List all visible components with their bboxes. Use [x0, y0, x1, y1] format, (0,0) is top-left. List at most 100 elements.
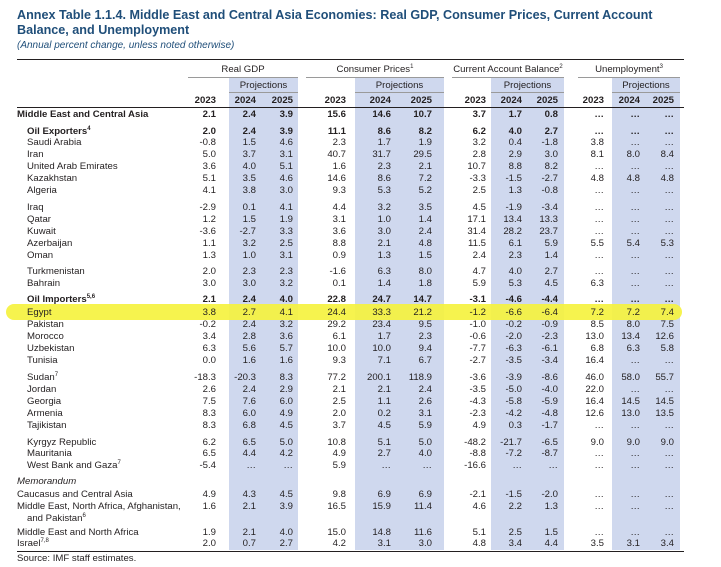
- table-cell: 1.3: [202, 250, 216, 261]
- table-cell: 15.6: [327, 109, 346, 120]
- table-cell: 2.8: [472, 149, 486, 160]
- table-cell: 3.6: [202, 161, 216, 172]
- table-cell: -4.6: [505, 294, 522, 305]
- table-cell: …: [630, 278, 640, 289]
- table-cell: 10.7: [467, 161, 486, 172]
- table-cell: -0.8: [199, 137, 216, 148]
- table-cell: 4.0: [242, 161, 256, 172]
- table-cell: 2.0: [202, 126, 216, 137]
- table-cell: -2.0: [505, 331, 522, 342]
- table-cell: 2.1: [202, 109, 216, 120]
- table-cell: 5.4: [626, 238, 640, 249]
- table-cell: 13.4: [503, 214, 522, 225]
- table-cell: 33.3: [372, 307, 391, 318]
- table-cell: 14.6: [327, 173, 346, 184]
- table-cell: 3.0: [544, 149, 558, 160]
- table-cell: 23.4: [372, 319, 391, 330]
- year-header: 2024: [618, 95, 640, 106]
- table-cell: 2.1: [242, 501, 256, 512]
- table-cell: …: [664, 460, 674, 471]
- table-cell: 3.1: [626, 538, 640, 549]
- table-cell: 4.0: [279, 294, 293, 305]
- table-cell: 1.8: [418, 278, 432, 289]
- table-cell: 9.5: [418, 319, 432, 330]
- row-label: Tunisia: [27, 355, 58, 366]
- table-cell: -3.5: [505, 355, 522, 366]
- table-cell: …: [512, 460, 522, 471]
- table-cell: -0.9: [541, 319, 558, 330]
- table-cell: 2.3: [279, 266, 293, 277]
- table-cell: …: [664, 266, 674, 277]
- table-cell: 6.8: [590, 343, 604, 354]
- table-cell: …: [630, 460, 640, 471]
- table-cell: 6.2: [472, 126, 486, 137]
- table-cell: …: [664, 250, 674, 261]
- table-cell: 31.4: [467, 226, 486, 237]
- row-label: Jordan: [27, 384, 56, 395]
- table-cell: -1.0: [469, 319, 486, 330]
- group-header-rule: [452, 77, 564, 78]
- table-cell: 8.2: [544, 161, 558, 172]
- table-cell: 1.1: [377, 396, 391, 407]
- table-cell: 3.1: [332, 214, 346, 225]
- table-cell: 8.3: [202, 420, 216, 431]
- table-cell: 3.7: [332, 420, 346, 431]
- year-header: 2023: [324, 95, 346, 106]
- table-cell: 3.1: [418, 408, 432, 419]
- table-cell: -8.6: [541, 372, 558, 383]
- table-cell: 1.6: [332, 161, 346, 172]
- table-cell: 2.5: [472, 185, 486, 196]
- table-cell: …: [381, 460, 391, 471]
- table-cell: 3.5: [418, 202, 432, 213]
- table-cell: 13.4: [621, 331, 640, 342]
- table-cell: 9.4: [418, 343, 432, 354]
- table-cell: -8.8: [469, 448, 486, 459]
- table-cell: -4.4: [541, 294, 558, 305]
- table-cell: 16.4: [585, 396, 604, 407]
- table-cell: 5.0: [279, 437, 293, 448]
- table-cell: 2.9: [279, 384, 293, 395]
- table-cell: 3.0: [279, 185, 293, 196]
- table-cell: 2.7: [544, 126, 558, 137]
- table-cell: 14.5: [621, 396, 640, 407]
- table-cell: 1.0: [377, 214, 391, 225]
- year-header: 2023: [464, 95, 486, 106]
- row-label-text: Armenia: [27, 408, 63, 419]
- table-cell: …: [283, 460, 293, 471]
- table-cell: 22.0: [585, 384, 604, 395]
- table-cell: 2.1: [377, 238, 391, 249]
- table-cell: 3.4: [202, 331, 216, 342]
- table-cell: 21.2: [413, 307, 432, 318]
- table-cell: -5.0: [505, 384, 522, 395]
- table-cell: …: [630, 214, 640, 225]
- table-cell: 7.4: [660, 307, 674, 318]
- table-cell: 0.3: [508, 420, 522, 431]
- table-cell: 2.3: [508, 250, 522, 261]
- table-cell: 3.3: [279, 226, 293, 237]
- table-cell: 6.3: [590, 278, 604, 289]
- footnote-mark: 1: [410, 64, 414, 70]
- table-cell: 3.7: [242, 149, 256, 160]
- row-label: and Pakistan6: [27, 513, 86, 524]
- table-cell: …: [594, 448, 604, 459]
- group-header-2: Current Account Balance2: [452, 64, 564, 75]
- table-cell: 10.0: [327, 343, 346, 354]
- table-cell: 4.8: [626, 173, 640, 184]
- table-cell: 6.7: [418, 355, 432, 366]
- row-label-text: Tajikistan: [27, 420, 67, 431]
- row-label-text: Bahrain: [27, 278, 61, 289]
- table-cell: 11.6: [414, 527, 432, 538]
- table-cell: 2.1: [202, 294, 216, 305]
- top-rule: [17, 59, 684, 60]
- table-cell: 5.1: [377, 437, 391, 448]
- table-cell: …: [630, 185, 640, 196]
- year-header: 2024: [369, 95, 391, 106]
- table-subtitle: (Annual percent change, unless noted oth…: [17, 40, 235, 51]
- table-cell: 4.5: [279, 420, 293, 431]
- table-cell: …: [630, 527, 640, 538]
- table-cell: …: [664, 202, 674, 213]
- table-cell: 4.5: [377, 420, 391, 431]
- table-cell: 2.5: [508, 527, 522, 538]
- table-cell: …: [630, 226, 640, 237]
- table-cell: 4.1: [279, 202, 293, 213]
